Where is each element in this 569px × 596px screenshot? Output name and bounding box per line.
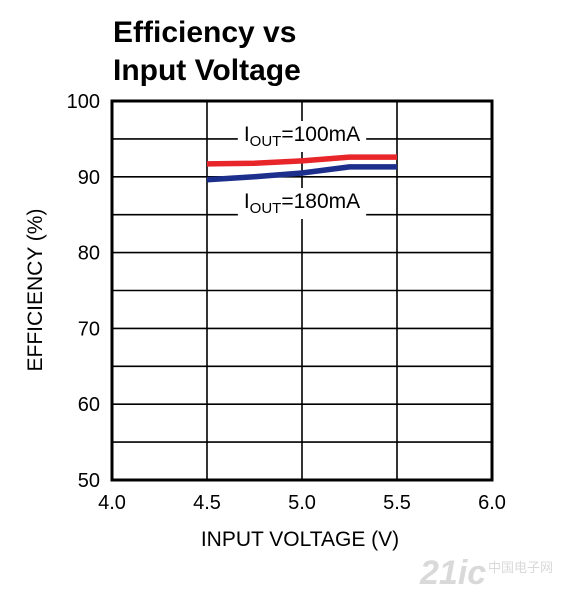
y-tick-label: 70 [78, 318, 100, 340]
watermark-subtext: 中国电子网 [488, 561, 553, 576]
y-tick-label: 100 [67, 91, 100, 113]
y-tick-label: 90 [78, 167, 100, 189]
series [206, 154, 397, 183]
label-subscript: OUT [250, 200, 282, 217]
x-tick-label: 4.0 [98, 492, 126, 514]
y-tick-label: 50 [78, 470, 100, 492]
x-tick-label: 6.0 [478, 492, 506, 514]
x-tick-label: 5.5 [383, 492, 411, 514]
y-tick-label: 80 [78, 243, 100, 265]
x-tick-label: 4.5 [193, 492, 221, 514]
label-subscript: OUT [250, 133, 282, 150]
series-label-text: IOUT=180mA [244, 190, 360, 217]
grid [112, 101, 492, 480]
label-rest: =180mA [281, 190, 360, 213]
series-line-2 [206, 164, 397, 183]
chart-title: Efficiency vs Input Voltage [113, 16, 301, 87]
series-label-1: IOUT=100mA [237, 121, 367, 152]
series-label-2: IOUT=180mA [237, 188, 367, 219]
series-line-1 [206, 154, 397, 167]
tick-labels: 50 60 70 80 90 100 4.0 4.5 5.0 5.5 6.0 [67, 91, 506, 514]
watermark-logo: 21ic 中国电子网 [419, 554, 553, 592]
y-tick-label: 60 [78, 394, 100, 416]
label-main: I [244, 123, 250, 146]
series-label-bg [237, 121, 367, 152]
plot-frame [110, 99, 494, 482]
x-axis-label: INPUT VOLTAGE (V) [201, 528, 399, 551]
series-label-text: IOUT=100mA [244, 123, 360, 150]
watermark-text: 21ic [419, 554, 486, 592]
label-rest: =100mA [281, 123, 360, 146]
label-main: I [244, 190, 250, 213]
series-label-bg [237, 188, 367, 219]
y-axis-label: EFFICIENCY (%) [24, 209, 47, 372]
x-tick-label: 5.0 [288, 492, 316, 514]
